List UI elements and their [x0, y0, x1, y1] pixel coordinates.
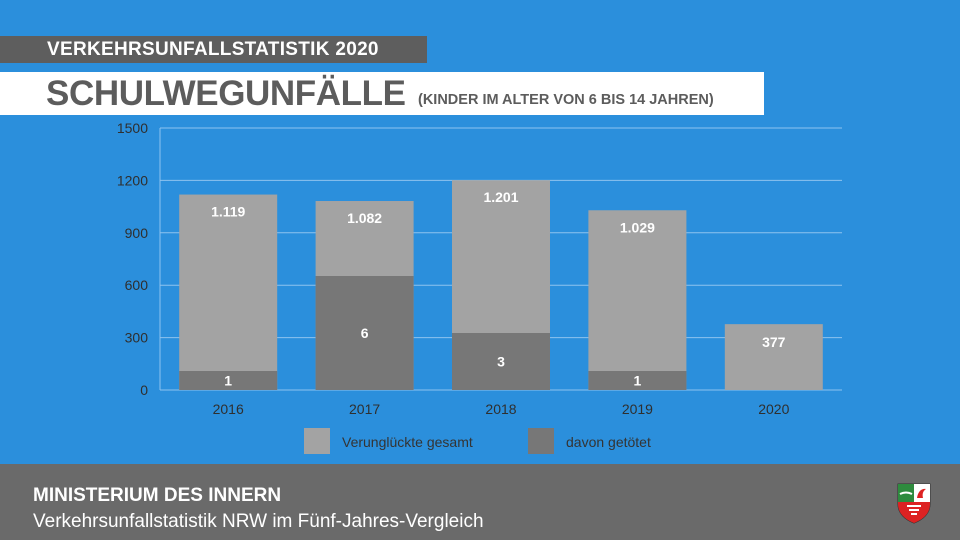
y-tick-label: 0	[140, 382, 148, 398]
data-label-total: 1.082	[347, 210, 382, 226]
bar-total	[724, 324, 823, 390]
kicker-text: VERKEHRSUNFALLSTATISTIK 2020	[47, 39, 379, 60]
x-tick-label: 2020	[758, 401, 789, 417]
y-tick-label: 300	[125, 330, 149, 346]
bar-killed	[179, 371, 278, 390]
bar-killed	[588, 371, 687, 390]
nrw-coat-of-arms-icon	[897, 483, 931, 524]
data-label-total: 1.119	[211, 204, 245, 220]
data-label-total: 377	[762, 334, 786, 350]
x-tick-label: 2016	[213, 401, 244, 417]
data-label-killed: 3	[497, 354, 505, 370]
legend-label-killed: davon getötet	[566, 434, 651, 450]
bar-total	[588, 210, 687, 390]
data-label-killed: 1	[634, 373, 642, 389]
data-label-killed: 6	[361, 325, 369, 341]
title-bar: SCHULWEGUNFÄLLE (KINDER IM ALTER VON 6 B…	[0, 72, 764, 115]
y-tick-label: 900	[125, 225, 149, 241]
legend-swatch-killed	[528, 428, 554, 454]
footer: MINISTERIUM DES INNERN Verkehrsunfallsta…	[0, 464, 960, 540]
footer-subtitle: Verkehrsunfallstatistik NRW im Fünf-Jahr…	[33, 511, 484, 532]
data-label-total: 1.029	[620, 219, 655, 235]
y-tick-label: 1500	[117, 120, 148, 136]
ministry-name: MINISTERIUM DES INNERN	[33, 485, 282, 506]
page-subtitle: (KINDER IM ALTER VON 6 BIS 14 JAHREN)	[418, 92, 714, 108]
page-title: SCHULWEGUNFÄLLE	[46, 74, 406, 113]
data-label-total: 1.201	[483, 189, 518, 205]
kicker-bar: VERKEHRSUNFALLSTATISTIK 2020	[0, 36, 427, 63]
bar-total	[179, 194, 278, 390]
x-tick-label: 2019	[622, 401, 653, 417]
y-tick-label: 1200	[117, 172, 148, 188]
y-tick-label: 600	[125, 277, 149, 293]
bar-killed	[315, 276, 414, 390]
x-tick-label: 2017	[349, 401, 380, 417]
bar-chart: 0 300 600 900 1200 1500 1 1.119 2016 6 1.082 2017 3 1…	[117, 120, 842, 417]
x-tick-label: 2018	[485, 401, 516, 417]
bar-killed	[452, 333, 550, 390]
legend-label-total: Verunglückte gesamt	[342, 434, 473, 450]
legend-swatch-total	[304, 428, 330, 454]
data-label-killed: 1	[224, 373, 232, 389]
